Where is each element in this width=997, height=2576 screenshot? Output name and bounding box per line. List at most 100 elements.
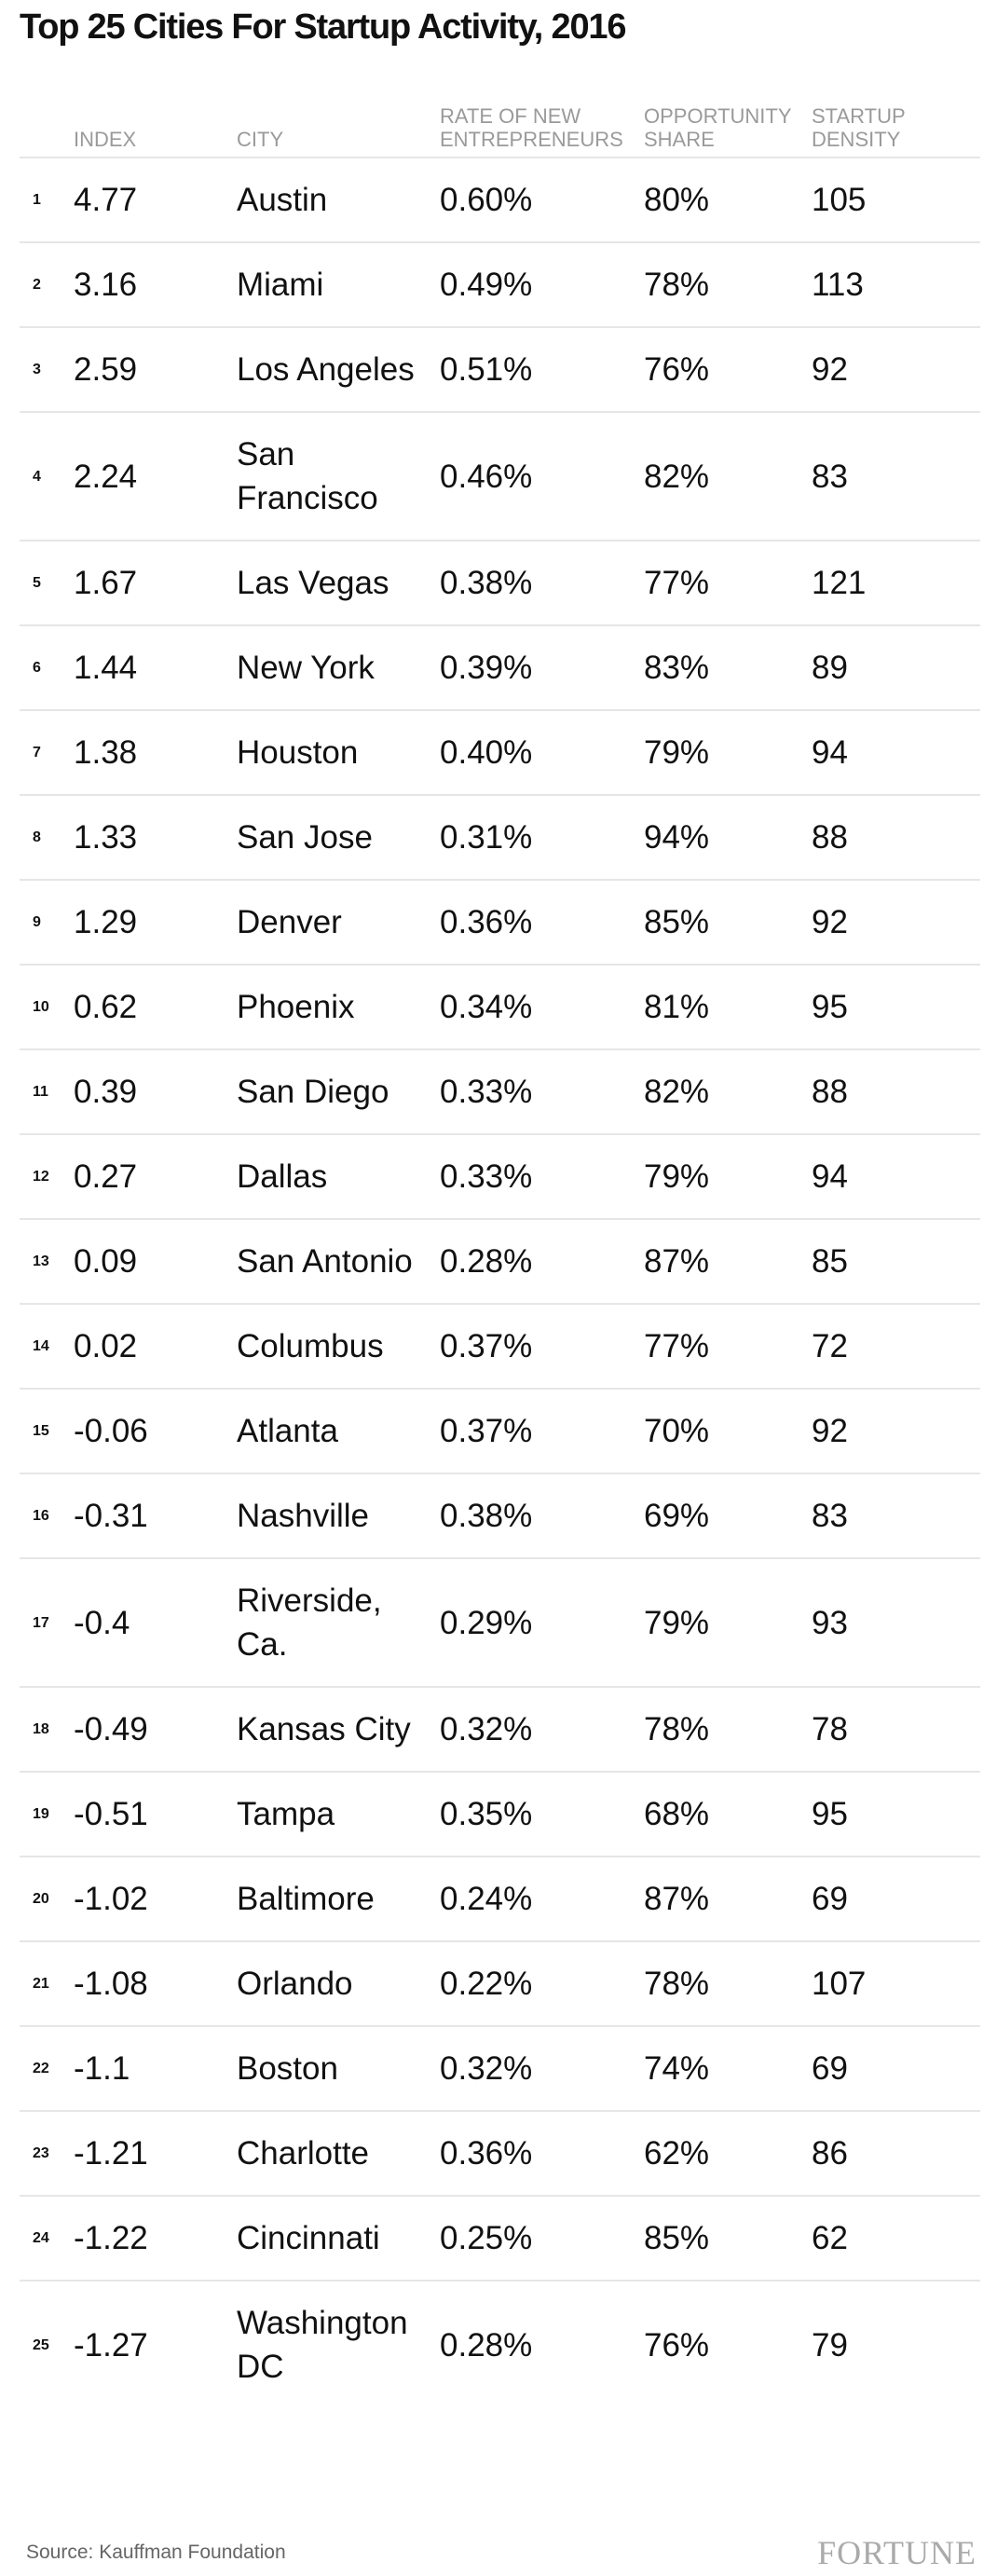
city-cell: Boston bbox=[237, 2025, 440, 2111]
density-cell: 113 bbox=[812, 241, 980, 327]
density-cell: 78 bbox=[812, 1686, 980, 1772]
city-cell: San Jose bbox=[237, 794, 440, 880]
rank-cell: 1 bbox=[20, 157, 74, 242]
index-cell: -1.22 bbox=[74, 2195, 237, 2281]
rank-cell: 9 bbox=[20, 879, 74, 965]
table-row: 10 0.62 Phoenix 0.34% 81% 95 bbox=[20, 964, 980, 1049]
rate-cell: 0.36% bbox=[440, 2110, 644, 2196]
city-cell: Baltimore bbox=[237, 1856, 440, 1941]
table-row: 14 0.02 Columbus 0.37% 77% 72 bbox=[20, 1303, 980, 1389]
rate-cell: 0.36% bbox=[440, 879, 644, 965]
city-cell: Phoenix bbox=[237, 964, 440, 1049]
share-cell: 79% bbox=[644, 1557, 812, 1687]
share-cell: 83% bbox=[644, 624, 812, 710]
table-row: 7 1.38 Houston 0.40% 79% 94 bbox=[20, 709, 980, 795]
share-cell: 78% bbox=[644, 241, 812, 327]
table-row: 21 -1.08 Orlando 0.22% 78% 107 bbox=[20, 1940, 980, 2026]
rank-cell: 20 bbox=[20, 1856, 74, 1941]
city-cell: Atlanta bbox=[237, 1388, 440, 1473]
rank-cell: 14 bbox=[20, 1303, 74, 1389]
rank-cell: 2 bbox=[20, 241, 74, 327]
table-row: 3 2.59 Los Angeles 0.51% 76% 92 bbox=[20, 326, 980, 412]
rank-cell: 10 bbox=[20, 964, 74, 1049]
index-cell: 4.77 bbox=[74, 157, 237, 242]
index-cell: -0.4 bbox=[74, 1557, 237, 1687]
rate-cell: 0.28% bbox=[440, 2280, 644, 2408]
index-cell: -1.1 bbox=[74, 2025, 237, 2111]
rate-cell: 0.60% bbox=[440, 157, 644, 242]
city-cell: Cincinnati bbox=[237, 2195, 440, 2281]
share-cell: 76% bbox=[644, 326, 812, 412]
rank-cell: 5 bbox=[20, 540, 74, 625]
index-cell: -1.27 bbox=[74, 2280, 237, 2408]
rank-cell: 25 bbox=[20, 2280, 74, 2408]
index-cell: -1.21 bbox=[74, 2110, 237, 2196]
city-cell: Tampa bbox=[237, 1771, 440, 1857]
share-cell: 78% bbox=[644, 1686, 812, 1772]
index-cell: 1.38 bbox=[74, 709, 237, 795]
density-cell: 94 bbox=[812, 709, 980, 795]
rank-cell: 16 bbox=[20, 1473, 74, 1558]
density-cell: 88 bbox=[812, 1048, 980, 1134]
data-table: INDEX CITY RATE OF NEW ENTREPRENEURS OPP… bbox=[20, 104, 980, 2408]
share-cell: 70% bbox=[644, 1388, 812, 1473]
rank-cell: 18 bbox=[20, 1686, 74, 1772]
density-cell: 69 bbox=[812, 2025, 980, 2111]
share-cell: 79% bbox=[644, 1133, 812, 1219]
rank-cell: 15 bbox=[20, 1388, 74, 1473]
share-cell: 85% bbox=[644, 2195, 812, 2281]
city-cell: Dallas bbox=[237, 1133, 440, 1219]
density-cell: 62 bbox=[812, 2195, 980, 2281]
rate-cell: 0.29% bbox=[440, 1557, 644, 1687]
column-header: OPPORTUNITY SHARE bbox=[644, 104, 792, 151]
header-row: INDEX CITY RATE OF NEW ENTREPRENEURS OPP… bbox=[20, 104, 980, 158]
rank-cell: 24 bbox=[20, 2195, 74, 2281]
rank-cell: 23 bbox=[20, 2110, 74, 2196]
table-row: 5 1.67 Las Vegas 0.38% 77% 121 bbox=[20, 540, 980, 625]
rate-cell: 0.40% bbox=[440, 709, 644, 795]
index-cell: 3.16 bbox=[74, 241, 237, 327]
table-row: 15 -0.06 Atlanta 0.37% 70% 92 bbox=[20, 1388, 980, 1473]
city-cell: Nashville bbox=[237, 1473, 440, 1558]
share-cell: 81% bbox=[644, 964, 812, 1049]
share-cell: 78% bbox=[644, 1940, 812, 2026]
density-cell: 121 bbox=[812, 540, 980, 625]
index-cell: 0.02 bbox=[74, 1303, 237, 1389]
city-cell: New York bbox=[237, 624, 440, 710]
density-cell: 95 bbox=[812, 1771, 980, 1857]
density-cell: 69 bbox=[812, 1856, 980, 1941]
table-row: 8 1.33 San Jose 0.31% 94% 88 bbox=[20, 794, 980, 880]
table-row: 19 -0.51 Tampa 0.35% 68% 95 bbox=[20, 1771, 980, 1857]
index-cell: 2.24 bbox=[74, 411, 237, 541]
density-cell: 92 bbox=[812, 1388, 980, 1473]
rank-header bbox=[20, 104, 74, 158]
share-cell: 77% bbox=[644, 1303, 812, 1389]
table-row: 25 -1.27 Washington DC 0.28% 76% 79 bbox=[20, 2280, 980, 2408]
rate-cell: 0.25% bbox=[440, 2195, 644, 2281]
city-cell: Washington DC bbox=[237, 2280, 440, 2408]
index-cell: 1.44 bbox=[74, 624, 237, 710]
logo: FORTUNE bbox=[817, 2534, 977, 2571]
rate-cell: 0.32% bbox=[440, 1686, 644, 1772]
rate-cell: 0.31% bbox=[440, 794, 644, 880]
share-cell: 85% bbox=[644, 879, 812, 965]
rank-cell: 22 bbox=[20, 2025, 74, 2111]
table-row: 1 4.77 Austin 0.60% 80% 105 bbox=[20, 157, 980, 242]
share-cell: 68% bbox=[644, 1771, 812, 1857]
rate-cell: 0.33% bbox=[440, 1133, 644, 1219]
table-row: 22 -1.1 Boston 0.32% 74% 69 bbox=[20, 2025, 980, 2111]
density-cell: 86 bbox=[812, 2110, 980, 2196]
source: Source: Kauffman Foundation bbox=[26, 2542, 286, 2563]
index-cell: -0.06 bbox=[74, 1388, 237, 1473]
table-row: 6 1.44 New York 0.39% 83% 89 bbox=[20, 624, 980, 710]
rank-cell: 8 bbox=[20, 794, 74, 880]
rate-cell: 0.22% bbox=[440, 1940, 644, 2026]
density-cell: 92 bbox=[812, 326, 980, 412]
share-cell: 87% bbox=[644, 1218, 812, 1304]
rate-cell: 0.24% bbox=[440, 1856, 644, 1941]
index-cell: -0.49 bbox=[74, 1686, 237, 1772]
table-row: 18 -0.49 Kansas City 0.32% 78% 78 bbox=[20, 1686, 980, 1772]
rank-cell: 4 bbox=[20, 411, 74, 541]
density-cell: 89 bbox=[812, 624, 980, 710]
